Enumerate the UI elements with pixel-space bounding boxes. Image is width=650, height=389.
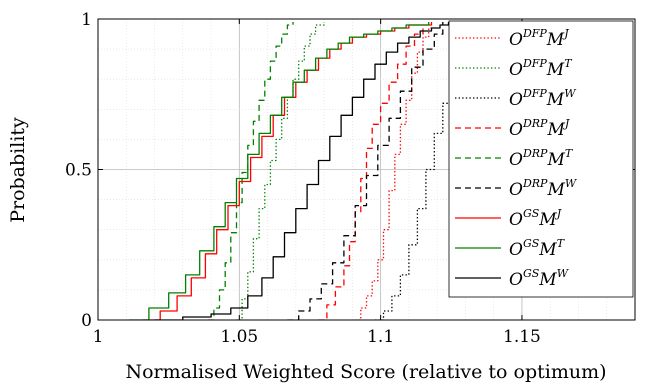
legend-entry-label: ODRPMW	[509, 177, 578, 200]
y-axis-label: Probability	[7, 117, 29, 223]
y-tick-label: 1	[81, 10, 92, 30]
legend-entry-label: ODFPMT	[509, 57, 573, 80]
series-line-dfp-w	[375, 22, 495, 320]
x-axis-label: Normalised Weighted Score (relative to o…	[125, 361, 606, 383]
legend-entry-label: ODFPMJ	[509, 27, 569, 50]
y-tick-label: 0.5	[65, 161, 92, 181]
series-line-dfp-j	[355, 25, 433, 320]
x-tick-label: 1.05	[220, 327, 258, 347]
legend-entry-label: ODRPMT	[509, 147, 574, 170]
series-line-dfp-t	[236, 22, 325, 320]
legend-entry-label: OGSMT	[509, 237, 566, 260]
series-line-gs-w	[154, 22, 450, 320]
x-tick-label: 1	[93, 327, 104, 347]
y-tick-label: 0	[81, 311, 92, 331]
legend-entry-label: ODRPMJ	[509, 117, 570, 140]
x-tick-label: 1.15	[503, 327, 541, 347]
legend-box	[448, 20, 634, 298]
series-line-drp-j	[318, 25, 424, 320]
series-group	[129, 22, 495, 320]
legend-entry-label: OGSMW	[509, 267, 570, 290]
legend-entry-label: OGSMJ	[509, 207, 562, 230]
axis-ticks: 1 1.05 1.1 1.15 0 0.5 1	[65, 10, 635, 347]
legend: ODFPMJ ODFPMT ODFPMW ODRPMJ ODRPMT ODRPMW OGSM…	[448, 20, 634, 298]
legend-entry-label: ODFPMW	[509, 87, 577, 110]
x-tick-label: 1.1	[367, 327, 394, 347]
series-line-drp-w	[287, 22, 444, 320]
series-line-gs-t	[129, 22, 430, 320]
